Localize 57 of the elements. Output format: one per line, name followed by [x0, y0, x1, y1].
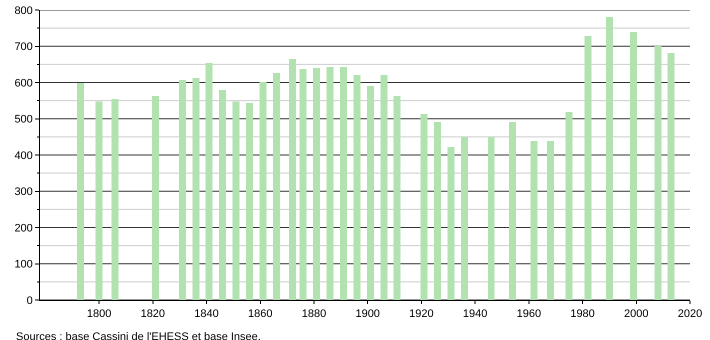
y-tick-label: 800: [14, 4, 33, 17]
bar: [326, 66, 334, 300]
y-tick-label: 300: [14, 186, 33, 198]
y-tick-label: 600: [14, 77, 33, 90]
x-tick-label: 1840: [194, 308, 219, 320]
y-tick-label: 400: [14, 150, 33, 162]
bar: [434, 122, 442, 300]
x-tick-label: 1800: [86, 308, 112, 320]
bar: [654, 46, 662, 300]
bar: [219, 90, 226, 300]
x-tick-label: 1940: [462, 308, 488, 320]
y-tick-label: 0: [26, 294, 33, 307]
bar: [288, 58, 296, 300]
x-tick-label: 1920: [409, 308, 434, 320]
bar: [509, 122, 516, 300]
bar: [340, 66, 347, 300]
bar: [606, 16, 613, 300]
x-tick-label: 2000: [624, 308, 649, 320]
bar: [76, 83, 84, 300]
bar: [300, 69, 307, 300]
bar: [546, 141, 554, 300]
y-tick-label: 500: [14, 114, 33, 126]
x-tick-label: 1900: [355, 308, 380, 320]
bar: [178, 80, 186, 300]
bar: [259, 82, 266, 300]
source-note: Sources : base Cassini de l'EHESS et base Insee.: [16, 331, 261, 340]
bar: [630, 32, 638, 300]
bar: [420, 114, 428, 300]
x-tick-label: 2020: [678, 308, 702, 320]
bar: [584, 36, 592, 300]
bar: [380, 74, 388, 300]
bar: [394, 96, 401, 300]
bar: [246, 103, 253, 300]
bar: [353, 74, 360, 300]
bar: [272, 73, 280, 300]
x-tick-label: 1880: [302, 308, 326, 320]
x-tick-label: 1860: [248, 308, 272, 320]
bar: [366, 86, 374, 300]
bar: [96, 102, 103, 300]
bar: [152, 96, 159, 300]
bar: [488, 137, 495, 300]
x-tick-label: 1820: [140, 308, 166, 320]
x-tick-label: 1980: [570, 308, 595, 320]
bar: [566, 112, 573, 300]
x-tick-label: 1960: [516, 308, 542, 320]
y-tick-label: 200: [14, 222, 33, 234]
y-tick-label: 100: [14, 258, 33, 271]
bar: [112, 99, 119, 300]
y-tick-label: 700: [14, 41, 33, 54]
bar: [668, 53, 675, 300]
bar: [447, 147, 454, 300]
bar: [206, 62, 213, 300]
bar: [232, 102, 240, 300]
bar: [313, 68, 320, 300]
bar: [460, 137, 468, 300]
bar: [530, 141, 538, 300]
bar: [192, 78, 200, 300]
